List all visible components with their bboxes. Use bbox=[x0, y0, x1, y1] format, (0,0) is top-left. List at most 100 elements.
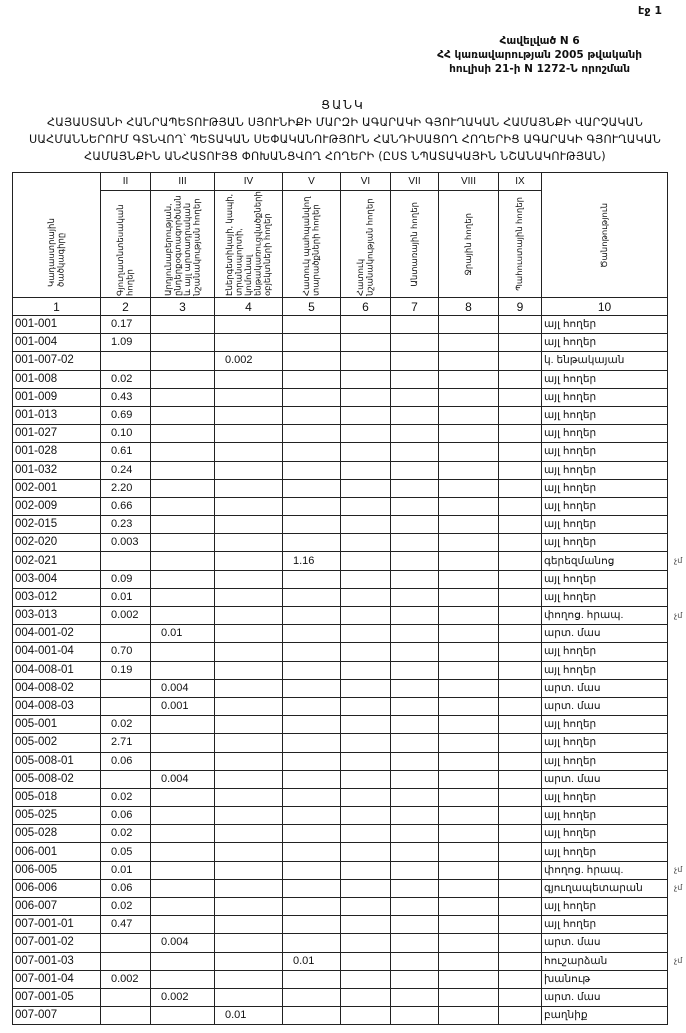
area-value bbox=[438, 751, 499, 771]
area-value bbox=[390, 405, 439, 426]
area-value bbox=[100, 696, 151, 717]
area-value bbox=[340, 551, 391, 571]
area-value bbox=[214, 569, 283, 589]
area-value bbox=[498, 806, 542, 826]
area-value bbox=[498, 915, 542, 935]
area-value bbox=[498, 987, 542, 1008]
area-value bbox=[390, 605, 439, 626]
area-value bbox=[438, 951, 499, 971]
area-value bbox=[438, 314, 499, 335]
note: այլ հողեր bbox=[541, 496, 668, 517]
area-value bbox=[340, 1006, 391, 1026]
area-value bbox=[498, 1006, 542, 1026]
table-row: 001-028 0.61 այլ հողեր bbox=[12, 442, 668, 462]
note: այլ հողեր bbox=[541, 806, 668, 826]
area-value bbox=[390, 751, 439, 771]
area-value bbox=[498, 860, 542, 880]
area-value: 0.002 bbox=[214, 351, 283, 371]
area-value bbox=[340, 387, 391, 407]
area-value bbox=[438, 569, 499, 589]
note: այլ հողեր bbox=[541, 842, 668, 862]
table-row: 007-001-03 0.01 հուշարձան bbox=[12, 951, 668, 971]
area-value bbox=[214, 424, 283, 444]
area-value bbox=[150, 806, 215, 826]
note: այլ հողեր bbox=[541, 369, 668, 389]
area-value bbox=[438, 878, 499, 899]
cadastral-code: 002-020 bbox=[12, 533, 101, 553]
area-value bbox=[498, 933, 542, 953]
area-value bbox=[390, 551, 439, 571]
area-value bbox=[214, 987, 283, 1008]
cadastral-code: 006-006 bbox=[12, 878, 101, 899]
cadastral-code: 002-021 bbox=[12, 551, 101, 571]
area-value bbox=[340, 405, 391, 426]
cadastral-code: 003-012 bbox=[12, 587, 101, 608]
note: այլ հողեր bbox=[541, 569, 668, 589]
area-value bbox=[282, 787, 341, 808]
area-value bbox=[438, 806, 499, 826]
area-value bbox=[438, 533, 499, 553]
area-value bbox=[340, 442, 391, 462]
area-value bbox=[390, 314, 439, 335]
area-value: 0.004 bbox=[150, 678, 215, 698]
note: այլ հողեր bbox=[541, 715, 668, 735]
area-value bbox=[390, 896, 439, 917]
area-value bbox=[214, 878, 283, 899]
area-value bbox=[340, 642, 391, 662]
table-row: 005-001 0.02 այլ հողեր bbox=[12, 715, 668, 735]
area-value: 0.002 bbox=[100, 969, 151, 989]
table-row: 005-002 2.71 այլ հողեր bbox=[12, 733, 668, 753]
cadastral-code: 004-008-01 bbox=[12, 660, 101, 680]
area-value bbox=[340, 787, 391, 808]
cadastral-code: 007-007 bbox=[12, 1006, 101, 1026]
area-value bbox=[282, 424, 341, 444]
area-value bbox=[100, 1006, 151, 1026]
note: այլ հողեր bbox=[541, 442, 668, 462]
note: այլ հողեր bbox=[541, 478, 668, 498]
table-row: 001-009 0.43 այլ հողեր bbox=[12, 387, 668, 407]
area-value bbox=[390, 987, 439, 1008]
roman-viii: VIII bbox=[438, 172, 499, 191]
area-value bbox=[282, 660, 341, 680]
note: արտ. մաս bbox=[541, 933, 668, 953]
roman-v: V bbox=[282, 172, 341, 191]
area-value bbox=[214, 442, 283, 462]
cadastral-code: 004-008-03 bbox=[12, 696, 101, 717]
area-value: 0.02 bbox=[100, 787, 151, 808]
area-value bbox=[498, 642, 542, 662]
cadastral-code: 001-028 bbox=[12, 442, 101, 462]
table-row: 002-020 0.003 այլ հողեր bbox=[12, 533, 668, 553]
area-value bbox=[150, 424, 215, 444]
area-value: 2.71 bbox=[100, 733, 151, 753]
area-value bbox=[214, 678, 283, 698]
cadastral-code: 007-001-05 bbox=[12, 987, 101, 1008]
cadastral-code: 004-008-02 bbox=[12, 678, 101, 698]
area-value bbox=[214, 824, 283, 844]
note: այլ հողեր bbox=[541, 387, 668, 407]
area-value bbox=[390, 733, 439, 753]
area-value bbox=[214, 405, 283, 426]
table-row: 006-006 0.06 գյուղապետարան bbox=[12, 878, 668, 899]
area-value bbox=[438, 442, 499, 462]
area-value bbox=[498, 569, 542, 589]
area-value bbox=[340, 314, 391, 335]
area-value bbox=[498, 314, 542, 335]
area-value bbox=[282, 405, 341, 426]
table-row: 002-021 1.16 գերեզմանոց bbox=[12, 551, 668, 571]
note: այլ հողեր bbox=[541, 660, 668, 680]
area-value bbox=[100, 951, 151, 971]
area-value bbox=[340, 605, 391, 626]
area-value bbox=[150, 442, 215, 462]
note: արտ. մաս bbox=[541, 696, 668, 717]
table-row: 002-015 0.23 այլ հողեր bbox=[12, 515, 668, 535]
table-row: 004-008-03 0.001 արտ. մաս bbox=[12, 696, 668, 717]
area-value bbox=[150, 569, 215, 589]
table-row: 002-001 2.20 այլ հողեր bbox=[12, 478, 668, 498]
area-value bbox=[390, 478, 439, 498]
area-value bbox=[498, 442, 542, 462]
area-value bbox=[390, 860, 439, 880]
cadastral-code: 004-001-04 bbox=[12, 642, 101, 662]
area-value bbox=[498, 878, 542, 899]
area-value bbox=[438, 787, 499, 808]
area-value bbox=[282, 442, 341, 462]
